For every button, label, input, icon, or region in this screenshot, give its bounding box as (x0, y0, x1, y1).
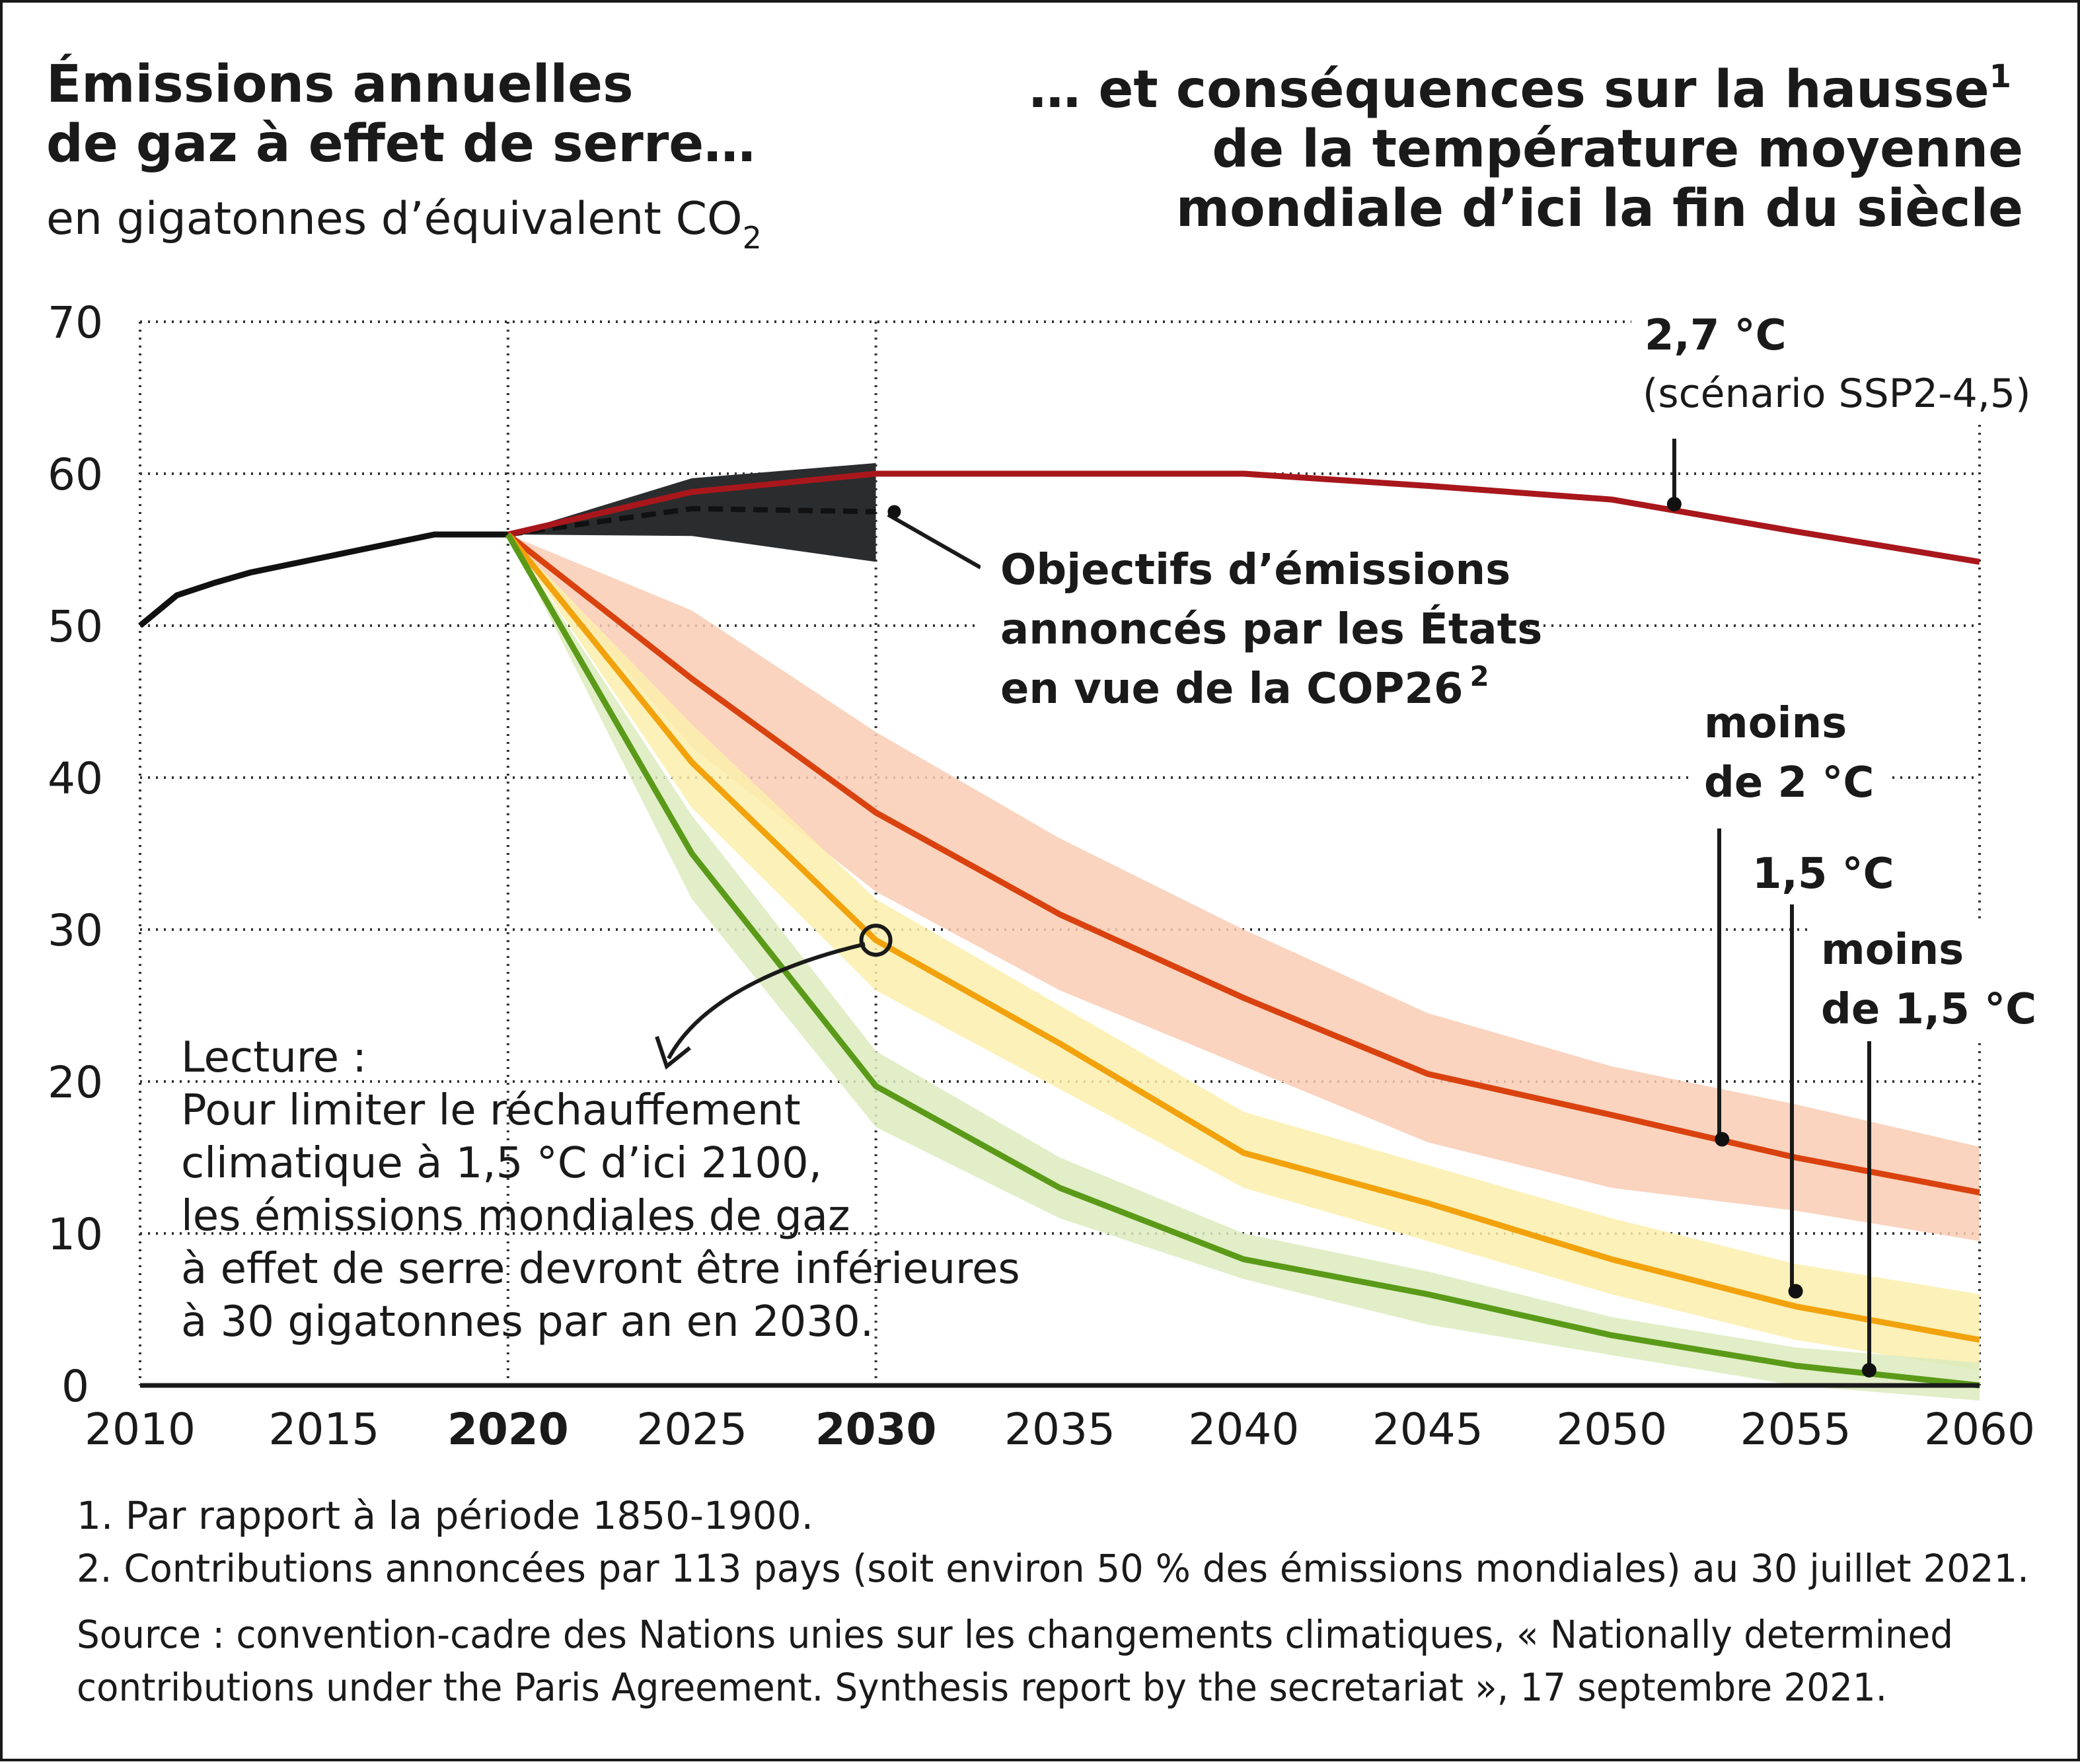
below2-label-line-1: moins (1704, 699, 1847, 748)
y-tick-label: 70 (48, 297, 103, 348)
x-tick-label: 2020 (447, 1404, 569, 1455)
right-title-superscript: 1 (1989, 58, 2011, 95)
ndc-label-line-3: en vue de la COP26 2 (1000, 660, 1489, 714)
ssp-sublabel: (scénario SSP2-4,5) (1643, 371, 2031, 417)
below15-marker (1862, 1363, 1876, 1378)
x-tick-label: 2025 (636, 1404, 747, 1455)
y-tick-label: 20 (48, 1057, 103, 1108)
x-tick-label: 2010 (85, 1404, 196, 1455)
left-unit: en gigatonnes d’équivalent CO2 (46, 193, 762, 256)
x-tick-label: 2055 (1740, 1404, 1851, 1455)
historical-line (140, 534, 508, 626)
y-tick-label: 50 (48, 601, 103, 652)
footnote-1: 1. Par rapport à la période 1850-1900. (77, 1493, 813, 1538)
right-title-line-3: mondiale d’ici la fin du siècle (1176, 179, 2023, 239)
right-title-line-1-text: … et conséquences sur la hausse (1029, 60, 1989, 120)
ndc-label-line-3-text: en vue de la COP26 (1000, 665, 1463, 714)
ndc-label-line-2: annoncés par les États (1000, 604, 1542, 654)
ndc-marker (887, 505, 901, 519)
below2-marker (1715, 1132, 1729, 1146)
reading-line-1: Pour limiter le réchauffement (181, 1086, 801, 1135)
chart-frame: Émissions annuelles de gaz à effet de se… (0, 0, 2080, 1761)
x-tick-label: 2060 (1924, 1404, 2035, 1455)
right-title-line-2: de la température moyenne (1212, 120, 2023, 179)
below2-label-line-2: de 2 °C (1704, 758, 1874, 807)
y-tick-label: 10 (48, 1209, 103, 1260)
left-title-line-1: Émissions annuelles (46, 54, 634, 114)
ndc-label-line-1: Objectifs d’émissions (1000, 546, 1510, 595)
right-title-line-1: … et conséquences sur la hausse1 (1029, 58, 2011, 120)
ndc-superscript: 2 (1469, 660, 1489, 692)
emissions-chart: Émissions annuelles de gaz à effet de se… (3, 3, 2080, 1764)
source-line-2: contributions under the Paris Agreement.… (77, 1665, 1887, 1710)
footnote-2: 2. Contributions annoncées par 113 pays … (77, 1546, 2029, 1591)
left-unit-text: en gigatonnes d’équivalent CO (46, 193, 743, 245)
below15-label-line-1: moins (1821, 926, 1964, 974)
reading-title: Lecture : (181, 1033, 367, 1082)
ndc-leader-line (888, 515, 981, 568)
y-tick-label: 40 (48, 753, 103, 804)
x-tick-label: 2040 (1188, 1404, 1299, 1455)
x-tick-label: 2015 (268, 1404, 379, 1455)
y-tick-label: 30 (48, 905, 103, 956)
reading-line-3: les émissions mondiales de gaz (181, 1192, 850, 1241)
c15-label: 1,5 °C (1752, 850, 1894, 899)
left-title-line-2: de gaz à effet de serre… (46, 114, 755, 174)
x-tick-label: 2035 (1004, 1404, 1115, 1455)
ssp245-marker (1667, 497, 1682, 511)
reading-line-5: à 30 gigatonnes par an en 2030. (181, 1298, 873, 1346)
reading-line-4: à effet de serre devront être inférieure… (181, 1245, 1020, 1294)
x-tick-label: 2030 (815, 1404, 937, 1455)
x-tick-label: 2050 (1556, 1404, 1667, 1455)
source-line-1: Source : convention-cadre des Nations un… (77, 1612, 1953, 1657)
reading-line-2: climatique à 1,5 °C d’ici 2100, (181, 1139, 822, 1188)
below15-label-line-2: de 1,5 °C (1821, 985, 2036, 1034)
ssp-label: 2,7 °C (1645, 311, 1787, 360)
x-tick-label: 2045 (1372, 1404, 1483, 1455)
c15-marker (1789, 1284, 1803, 1298)
y-tick-label: 60 (48, 449, 103, 500)
left-unit-subscript: 2 (743, 220, 762, 256)
